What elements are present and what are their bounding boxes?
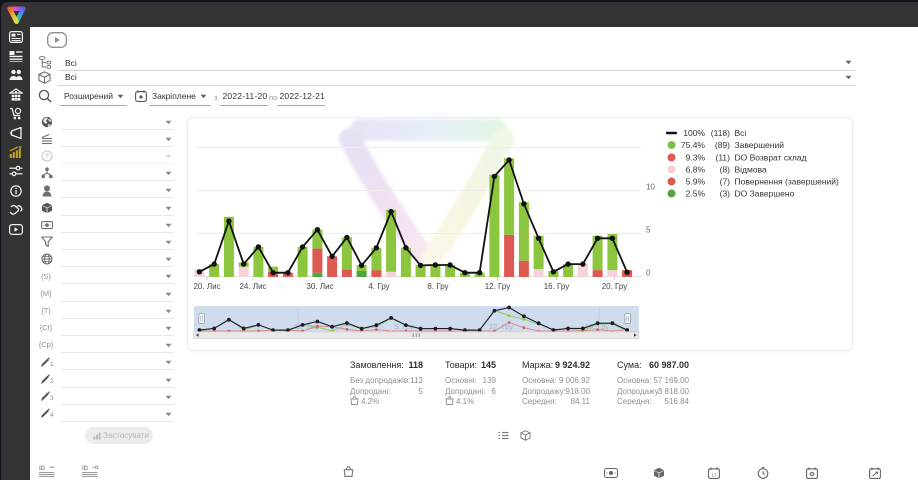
svg-text:Відмова: Відмова — [735, 165, 768, 175]
svg-text:ID: ID — [82, 466, 89, 472]
svg-text:4. Гру: 4. Гру — [368, 282, 389, 291]
svg-text:DO Завершено: DO Завершено — [735, 189, 795, 199]
svg-text:Всі: Всі — [735, 128, 747, 138]
svg-text:19. Гру: 19. Гру — [585, 322, 609, 331]
svg-text:20. Лис: 20. Лис — [193, 282, 220, 291]
svg-text:100%: 100% — [683, 128, 705, 138]
svg-text:9.3%: 9.3% — [686, 153, 706, 163]
svg-text:8. Гру: 8. Гру — [427, 282, 448, 291]
svg-text:0: 0 — [646, 269, 651, 278]
svg-text:DO Возврат склад: DO Возврат склад — [735, 153, 807, 163]
svg-text:Повернення (завершений): Повернення (завершений) — [735, 177, 840, 187]
svg-text:(8): (8) — [720, 165, 731, 175]
svg-text:10: 10 — [646, 183, 655, 192]
svg-text:12. Гру: 12. Гру — [489, 322, 513, 331]
svg-text:17: 17 — [711, 473, 717, 478]
svg-text:5. Гру: 5. Гру — [394, 322, 414, 331]
svg-text:(11): (11) — [716, 153, 731, 163]
svg-text:(118): (118) — [711, 128, 730, 138]
svg-text:5: 5 — [646, 226, 651, 235]
svg-text:28. Лис: 28. Лис — [293, 322, 319, 331]
svg-text:20. Гру: 20. Гру — [602, 282, 628, 291]
svg-text:(89): (89) — [715, 140, 730, 150]
svg-text:ID: ID — [39, 466, 46, 472]
svg-text:12. Гру: 12. Гру — [485, 282, 511, 291]
svg-text:(3): (3) — [720, 189, 731, 199]
svg-text:?: ? — [45, 154, 49, 161]
svg-text:24. Лис: 24. Лис — [239, 282, 266, 291]
svg-text:Завершений: Завершений — [735, 140, 785, 150]
svg-text:2.5%: 2.5% — [686, 189, 706, 199]
svg-text:(7): (7) — [720, 177, 731, 187]
svg-text:6.8%: 6.8% — [686, 165, 706, 175]
svg-text:5.9%: 5.9% — [686, 177, 706, 187]
svg-text:16. Гру: 16. Гру — [544, 282, 570, 291]
svg-text:75.4%: 75.4% — [681, 140, 706, 150]
svg-text:30. Лис: 30. Лис — [306, 282, 333, 291]
